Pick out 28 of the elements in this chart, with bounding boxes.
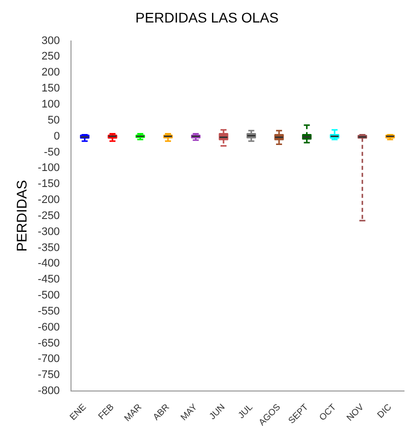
y-tick-label: -450 <box>38 274 60 286</box>
y-tick-label: 300 <box>41 34 60 47</box>
y-tick-label: -400 <box>38 258 60 270</box>
y-tick-label: 0 <box>54 130 60 142</box>
y-tick-label: -250 <box>38 210 60 222</box>
y-tick-label: -650 <box>38 337 60 350</box>
y-tick-label: -300 <box>38 226 60 238</box>
y-tick-label: 150 <box>41 82 60 95</box>
y-tick-label: -200 <box>38 194 60 206</box>
y-tick-label: -100 <box>38 162 60 174</box>
y-tick-label: -150 <box>38 178 60 190</box>
y-tick-label: -600 <box>38 321 60 334</box>
y-tick-label: -800 <box>38 385 60 398</box>
x-tick-label: FEB <box>96 402 116 422</box>
y-axis-title: PERDIDAS <box>13 180 30 252</box>
y-tick-label: -50 <box>44 146 60 158</box>
y-tick-label: 250 <box>41 50 60 63</box>
y-tick-label: -700 <box>38 353 60 366</box>
x-tick-label: DIC <box>375 402 394 420</box>
y-tick-label: -350 <box>38 242 60 254</box>
x-tick-label: JUL <box>236 402 254 420</box>
y-tick-label: -750 <box>38 369 60 382</box>
y-tick-label: -500 <box>38 290 60 302</box>
y-tick-label: -550 <box>38 305 60 318</box>
y-tick-label: 200 <box>41 66 60 79</box>
chart-title: PERDIDAS LAS OLAS <box>135 9 279 26</box>
y-tick-label: 100 <box>41 98 60 110</box>
y-tick-label: 50 <box>48 114 60 126</box>
